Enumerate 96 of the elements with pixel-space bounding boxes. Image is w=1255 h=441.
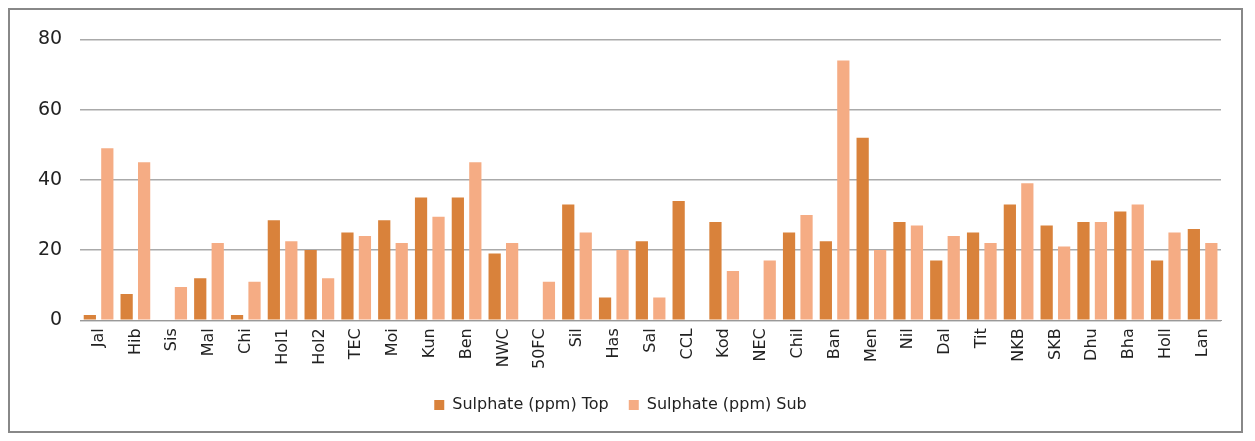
bar bbox=[819, 241, 832, 320]
bar bbox=[1077, 221, 1090, 320]
bar bbox=[598, 297, 612, 320]
x-tick-label: Dal bbox=[934, 328, 954, 355]
bar bbox=[248, 281, 261, 320]
bar bbox=[1131, 204, 1144, 320]
x-tick-label: Kun bbox=[418, 328, 438, 359]
x-tick-label: Ban bbox=[823, 328, 843, 360]
bar bbox=[726, 271, 740, 320]
bar bbox=[856, 137, 869, 320]
bar bbox=[893, 221, 906, 320]
bar bbox=[1205, 243, 1218, 320]
x-tick-label: Men bbox=[860, 328, 880, 363]
bar bbox=[1040, 225, 1053, 320]
x-tick-label: Ben bbox=[455, 328, 475, 360]
bar bbox=[1058, 246, 1071, 320]
bar bbox=[837, 60, 850, 320]
x-tick-label: Lan bbox=[1191, 328, 1211, 358]
y-tick-label: 40 bbox=[37, 166, 63, 189]
x-tick-label: Sis bbox=[161, 328, 181, 352]
bar bbox=[469, 162, 482, 320]
bar bbox=[414, 197, 428, 320]
x-tick-label: CCL bbox=[676, 328, 696, 360]
x-tick-label: Kod bbox=[713, 328, 733, 358]
bar bbox=[267, 220, 280, 320]
y-tick-label: 60 bbox=[37, 96, 63, 119]
x-tick-label: Bha bbox=[1118, 328, 1138, 360]
bar bbox=[101, 148, 114, 320]
bar bbox=[395, 243, 408, 320]
bar bbox=[322, 278, 335, 320]
bar bbox=[579, 232, 592, 320]
legend-label: Sulphate (ppm) Top bbox=[452, 394, 609, 414]
bar bbox=[709, 221, 722, 320]
bar bbox=[120, 293, 133, 320]
x-tick-label: Mal bbox=[198, 328, 218, 357]
bar bbox=[910, 225, 924, 320]
x-tick-label: NWC bbox=[492, 328, 512, 368]
x-tick-label: NEC bbox=[750, 328, 770, 362]
x-tick-label: Hol1 bbox=[271, 328, 291, 365]
bar bbox=[83, 315, 96, 320]
bar bbox=[1150, 260, 1164, 320]
bar bbox=[947, 236, 960, 320]
bar bbox=[966, 232, 980, 320]
bar bbox=[194, 278, 207, 320]
bar bbox=[874, 250, 887, 320]
x-tick-label: Hib bbox=[124, 328, 144, 355]
bar bbox=[930, 260, 943, 320]
x-tick-label: Moi bbox=[382, 328, 402, 357]
legend-label: Sulphate (ppm) Sub bbox=[646, 394, 807, 414]
x-tick-label: Dhu bbox=[1081, 328, 1101, 361]
y-tick-label: 0 bbox=[50, 307, 63, 330]
x-tick-label: Sal bbox=[639, 328, 659, 353]
bar bbox=[432, 216, 445, 320]
bar bbox=[782, 232, 796, 320]
x-tick-label: Holl bbox=[1154, 328, 1174, 359]
y-tick-label: 20 bbox=[37, 236, 63, 259]
bar bbox=[211, 243, 224, 320]
bar bbox=[1187, 228, 1200, 320]
bar bbox=[488, 253, 501, 320]
x-tick-label: Chi bbox=[234, 328, 254, 355]
bar bbox=[506, 243, 519, 320]
bar bbox=[304, 250, 317, 320]
bar bbox=[138, 162, 151, 320]
bar bbox=[1003, 204, 1016, 320]
bar bbox=[358, 236, 372, 320]
bar bbox=[230, 315, 244, 320]
x-tick-label: Tit bbox=[970, 328, 990, 350]
x-tick-label: Sil bbox=[566, 328, 586, 348]
x-tick-label: 50FC bbox=[529, 328, 549, 369]
bar bbox=[451, 197, 464, 320]
bar bbox=[542, 281, 556, 320]
x-tick-label: Hol2 bbox=[308, 328, 328, 365]
bar bbox=[341, 232, 354, 320]
x-tick-label: Has bbox=[602, 328, 622, 359]
x-tick-label: TEC bbox=[345, 328, 365, 361]
bar bbox=[1021, 183, 1034, 320]
bar bbox=[285, 241, 298, 320]
bar bbox=[616, 250, 629, 320]
bar bbox=[1094, 221, 1108, 320]
x-tick-label: NKB bbox=[1007, 328, 1027, 362]
bar bbox=[1168, 232, 1181, 320]
x-tick-label: Nil bbox=[897, 328, 917, 350]
bar bbox=[672, 200, 685, 320]
x-tick-label: Jal bbox=[87, 328, 107, 349]
y-tick-label: 80 bbox=[37, 26, 63, 49]
bar bbox=[635, 241, 648, 320]
bar bbox=[800, 214, 813, 320]
bar bbox=[1114, 211, 1127, 320]
bar bbox=[174, 286, 188, 320]
bar bbox=[378, 220, 391, 320]
x-tick-label: SKB bbox=[1044, 328, 1064, 360]
bar bbox=[984, 243, 997, 320]
bar bbox=[653, 297, 666, 320]
x-tick-label: Chil bbox=[786, 328, 806, 359]
bar bbox=[763, 260, 776, 320]
bar bbox=[562, 204, 575, 320]
